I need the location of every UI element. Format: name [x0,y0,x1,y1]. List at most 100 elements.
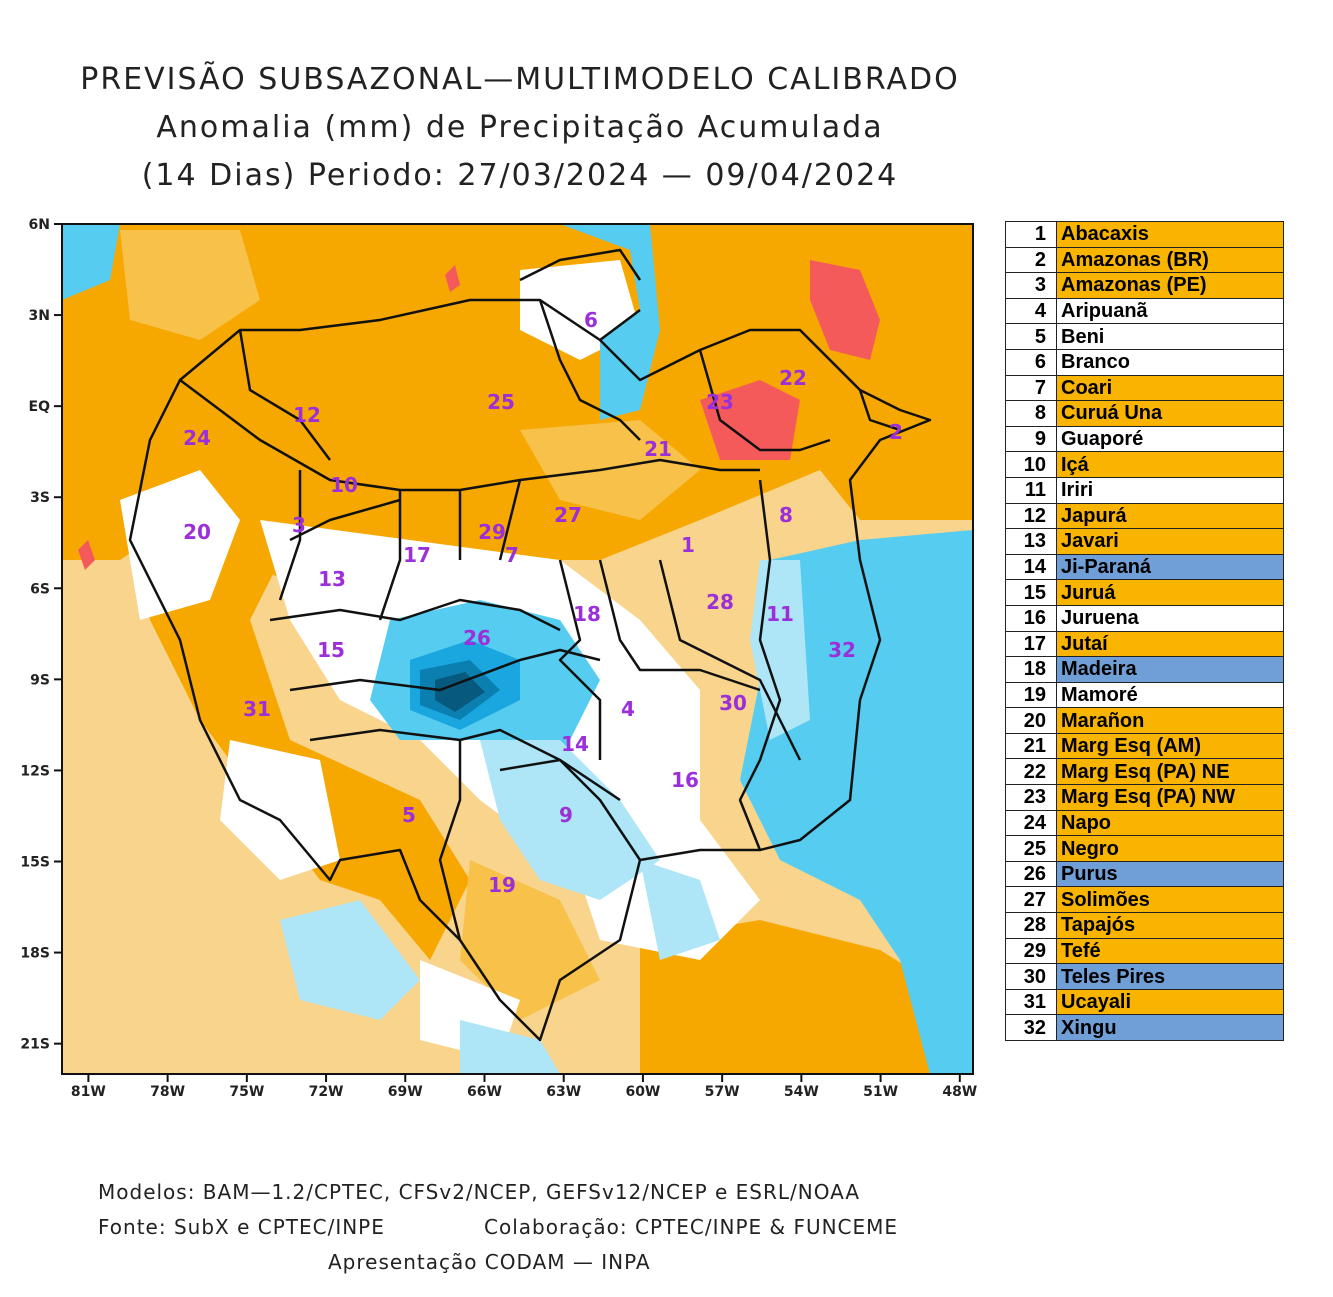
region-label-29: 29 [478,520,506,544]
basin-row: 10 Içá [1005,451,1284,478]
basin-name: Purus [1056,860,1284,888]
basin-name: Mamoré [1056,681,1284,709]
basin-number: 11 [1005,476,1057,504]
region-label-7: 7 [505,543,519,567]
region-label-15: 15 [317,638,345,662]
region-label-4: 4 [621,697,635,721]
basin-row: 18 Madeira [1005,656,1284,683]
basin-row: 8 Curuá Una [1005,400,1284,427]
basin-number: 10 [1005,451,1057,478]
basin-row: 27 Solimões [1005,886,1284,914]
basin-name: Javari [1056,528,1284,555]
title-line-1: PREVISÃO SUBSAZONAL—MULTIMODELO CALIBRAD… [80,62,960,97]
lon-tick-label: 51W [863,1084,898,1100]
lat-tick-label: EQ [29,399,51,415]
basin-name: Guaporé [1056,425,1284,453]
region-label-24: 24 [183,426,211,450]
basin-row: 24 Napo [1005,809,1284,837]
lon-tick-label: 57W [705,1084,740,1100]
basin-number: 3 [1005,272,1057,299]
region-label-9: 9 [559,803,573,827]
basin-name: Aripuanã [1056,297,1284,325]
basin-row: 5 Beni [1005,323,1284,350]
basin-name: Amazonas (BR) [1056,246,1284,274]
basin-number: 14 [1005,553,1057,581]
latitude-axis: 6N 3N EQ 3S 6S 9S 12S 15S 18S 21S [20,217,62,1053]
basin-name: Juruá [1056,579,1284,606]
basin-number: 19 [1005,681,1057,709]
basin-number: 18 [1005,656,1057,683]
region-label-6: 6 [584,308,598,332]
basin-row: 23 Marg Esq (PA) NW [1005,784,1284,811]
lon-tick-label: 63W [546,1084,581,1100]
basin-number: 31 [1005,988,1057,1016]
region-label-2: 2 [889,420,903,444]
basin-name: Marañon [1056,707,1284,734]
basin-name: Juruena [1056,604,1284,632]
region-label-1: 1 [681,533,695,557]
basin-number: 28 [1005,912,1057,939]
region-label-25: 25 [487,390,515,414]
basin-boundaries [128,248,932,1042]
region-label-10: 10 [330,473,358,497]
basin-row: 4 Aripuanã [1005,297,1284,325]
region-label-22: 22 [779,366,807,390]
region-label-12: 12 [293,403,321,427]
lon-tick-label: 66W [467,1084,502,1100]
basin-row: 25 Negro [1005,835,1284,862]
basin-row: 9 Guaporé [1005,425,1284,453]
basin-row: 17 Jutaí [1005,630,1284,658]
footer-presentation: Apresentação CODAM — INPA [328,1250,651,1274]
basin-row: 3 Amazonas (PE) [1005,272,1284,299]
basin-name: Napo [1056,809,1284,837]
basin-number: 8 [1005,400,1057,427]
basin-row: 13 Javari [1005,528,1284,555]
basin-name: Ucayali [1056,988,1284,1016]
basin-row: 32 Xingu [1005,1014,1284,1041]
basin-name: Beni [1056,323,1284,350]
map-frame [61,223,974,1075]
region-label-27: 27 [554,503,582,527]
basin-row: 30 Teles Pires [1005,963,1284,990]
basin-row: 28 Tapajós [1005,912,1284,939]
basin-name: Tapajós [1056,912,1284,939]
lat-tick-label: 3S [30,490,50,506]
basin-name: Negro [1056,835,1284,862]
basin-name: Marg Esq (PA) NW [1056,784,1284,811]
lat-tick-label: 21S [20,1037,50,1053]
basin-name: Xingu [1056,1014,1284,1041]
basin-name: Iriri [1056,476,1284,504]
basin-number: 25 [1005,835,1057,862]
basin-number: 24 [1005,809,1057,837]
basin-row: 2 Amazonas (BR) [1005,246,1284,274]
region-label-21: 21 [644,437,672,461]
basin-number: 30 [1005,963,1057,990]
region-label-5: 5 [402,803,416,827]
basin-name: Coari [1056,374,1284,402]
lon-tick-label: 78W [150,1084,185,1100]
region-label-3: 3 [292,513,306,537]
lon-tick-label: 54W [784,1084,819,1100]
basin-row: 26 Purus [1005,860,1284,888]
basin-number: 13 [1005,528,1057,555]
basin-number: 6 [1005,348,1057,376]
lat-tick-label: 12S [20,763,50,779]
lon-tick-label: 75W [229,1084,264,1100]
lat-tick-label: 18S [20,946,50,962]
footer-source: Fonte: SubX e CPTEC/INPE [98,1215,385,1239]
lat-tick-label: 15S [20,855,50,871]
region-label-20: 20 [183,520,211,544]
footer-collaboration: Colaboração: CPTEC/INPE & FUNCEME [484,1215,899,1239]
basin-row: 20 Marañon [1005,707,1284,734]
basin-row: 22 Marg Esq (PA) NE [1005,758,1284,786]
basin-number: 29 [1005,937,1057,965]
region-label-14: 14 [561,732,589,756]
basin-legend-table: 1 Abacaxis 2 Amazonas (BR) 3 Amazonas (PE) 4 Ar… [1005,221,1284,1041]
precipitation-map: 6N 3N EQ 3S 6S 9S 12S 15S 18S 21S 81W 78W 75W 72W 69W… [20,217,977,1162]
basin-row: 14 Ji-Paraná [1005,553,1284,581]
basin-number: 12 [1005,502,1057,530]
basin-row: 15 Juruá [1005,579,1284,606]
basin-number: 16 [1005,604,1057,632]
basin-name: Solimões [1056,886,1284,914]
basin-number: 5 [1005,323,1057,350]
